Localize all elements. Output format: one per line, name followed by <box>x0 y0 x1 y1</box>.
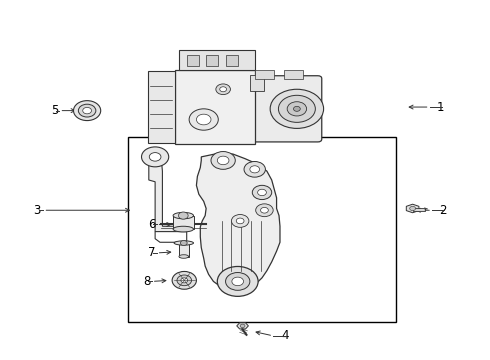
Text: 6: 6 <box>148 218 155 231</box>
Polygon shape <box>237 323 248 329</box>
Circle shape <box>278 95 316 122</box>
Circle shape <box>217 266 258 296</box>
Circle shape <box>172 271 196 289</box>
Text: 2: 2 <box>440 204 447 217</box>
Bar <box>128 137 395 322</box>
Circle shape <box>250 166 260 173</box>
Circle shape <box>261 207 269 213</box>
Bar <box>179 243 189 257</box>
Circle shape <box>258 189 267 195</box>
Circle shape <box>178 212 188 219</box>
Bar <box>187 55 199 66</box>
Bar <box>148 72 174 143</box>
Text: 1: 1 <box>437 100 444 113</box>
Circle shape <box>74 101 101 121</box>
Circle shape <box>177 275 192 286</box>
Circle shape <box>236 218 244 224</box>
Bar <box>413 208 425 211</box>
Circle shape <box>244 162 266 177</box>
Circle shape <box>211 152 235 169</box>
Text: 8: 8 <box>143 275 150 288</box>
Ellipse shape <box>174 241 194 245</box>
Circle shape <box>216 84 230 95</box>
Circle shape <box>232 277 244 286</box>
Circle shape <box>180 240 187 246</box>
Bar <box>173 216 194 229</box>
Text: 7: 7 <box>148 247 155 260</box>
Circle shape <box>225 273 250 290</box>
Ellipse shape <box>179 255 189 258</box>
Bar <box>250 75 265 91</box>
Bar <box>284 71 303 79</box>
Polygon shape <box>406 204 419 213</box>
Circle shape <box>220 87 226 92</box>
FancyBboxPatch shape <box>248 76 322 142</box>
Circle shape <box>83 107 92 114</box>
Circle shape <box>294 106 300 111</box>
Circle shape <box>181 278 188 283</box>
Circle shape <box>196 114 211 125</box>
Bar <box>255 71 274 79</box>
Circle shape <box>410 206 416 211</box>
Circle shape <box>231 215 249 227</box>
Text: 4: 4 <box>281 329 289 342</box>
Circle shape <box>252 185 272 199</box>
Bar <box>174 70 255 144</box>
Circle shape <box>240 324 245 328</box>
Circle shape <box>256 204 273 217</box>
Circle shape <box>270 89 323 129</box>
Bar <box>179 50 255 70</box>
Circle shape <box>142 147 169 167</box>
Polygon shape <box>149 161 187 231</box>
Bar <box>225 55 238 66</box>
Circle shape <box>287 102 307 116</box>
Circle shape <box>149 153 161 161</box>
Ellipse shape <box>173 212 194 219</box>
Ellipse shape <box>173 226 194 232</box>
Text: 3: 3 <box>34 204 41 217</box>
Bar <box>206 55 218 66</box>
Circle shape <box>78 104 96 117</box>
Polygon shape <box>196 153 280 290</box>
Circle shape <box>189 109 218 130</box>
Circle shape <box>217 156 229 165</box>
Text: 5: 5 <box>50 104 58 117</box>
